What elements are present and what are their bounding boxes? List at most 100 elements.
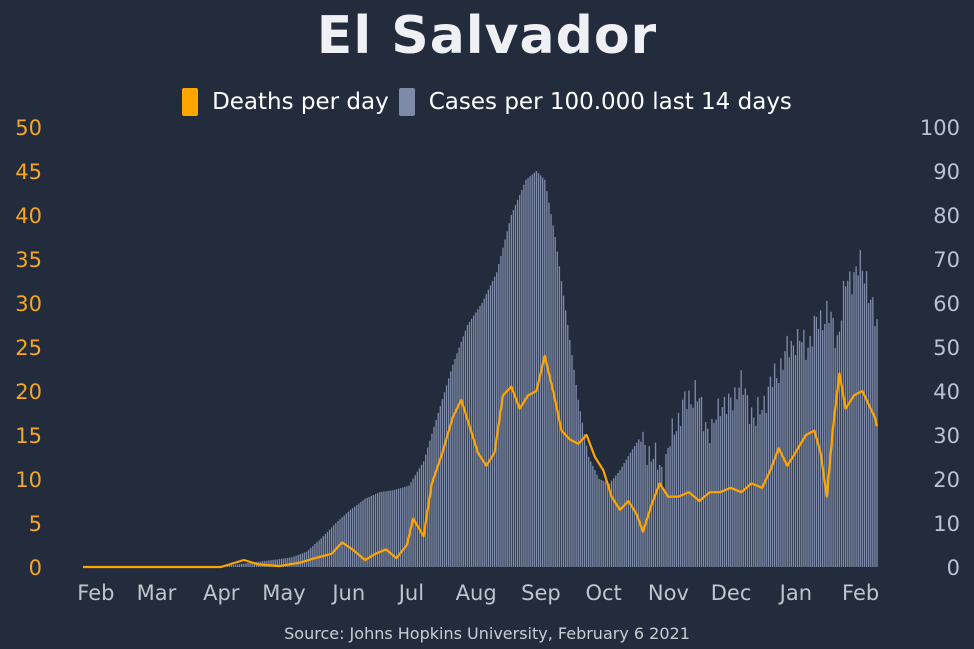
right-axis-tick-label: 50 xyxy=(933,336,960,360)
case-bar xyxy=(682,399,684,567)
case-bar xyxy=(799,340,801,567)
case-bar xyxy=(502,247,504,567)
case-bar xyxy=(608,483,611,567)
case-bar xyxy=(696,401,698,567)
case-bar xyxy=(834,347,836,567)
case-bar xyxy=(707,428,709,567)
case-bar xyxy=(397,488,400,567)
right-axis-tick-label: 60 xyxy=(933,292,960,316)
case-bar xyxy=(648,446,650,567)
case-bar xyxy=(621,466,623,567)
case-bar xyxy=(585,445,588,567)
legend-label-deaths: Deaths per day xyxy=(212,89,389,115)
legend-swatch-deaths xyxy=(182,88,199,116)
case-bar xyxy=(782,369,784,567)
case-bar xyxy=(337,521,339,567)
case-bar xyxy=(491,281,494,567)
case-bar xyxy=(684,391,686,567)
case-bar xyxy=(738,387,740,567)
x-axis: Feb Mar Apr May Jun Jul Aug Sep Oct Nov Dec Jan Feb xyxy=(77,581,879,605)
case-bar xyxy=(243,563,245,567)
case-bar xyxy=(285,558,287,567)
case-bar xyxy=(270,560,272,567)
left-axis-tick-label: 25 xyxy=(15,336,42,360)
legend-item-cases: Cases per 100.000 last 14 days xyxy=(398,88,792,116)
case-bar xyxy=(307,549,310,567)
left-axis-tick-label: 10 xyxy=(15,468,42,492)
case-bar xyxy=(335,523,337,567)
case-bar xyxy=(326,531,329,567)
x-axis-tick-label: May xyxy=(262,581,305,605)
case-bar xyxy=(650,461,653,567)
case-bar xyxy=(744,388,747,567)
case-bar xyxy=(249,562,251,567)
case-bar xyxy=(393,490,395,567)
case-bar xyxy=(748,424,751,567)
case-bar xyxy=(759,414,761,567)
case-bar xyxy=(838,331,841,567)
case-bar xyxy=(755,425,757,567)
case-bar xyxy=(333,525,335,567)
case-bar xyxy=(721,407,724,567)
case-bar xyxy=(652,458,655,567)
case-bar xyxy=(542,177,544,567)
case-bar xyxy=(867,303,870,567)
case-bar xyxy=(740,370,742,567)
case-bar xyxy=(577,399,579,567)
left-axis: 0 5 10 15 20 25 30 35 40 45 50 xyxy=(15,116,42,580)
case-bar xyxy=(389,490,391,567)
right-axis-tick-label: 40 xyxy=(933,380,960,404)
right-axis-tick-label: 90 xyxy=(933,160,960,184)
x-axis-tick-label: Dec xyxy=(711,581,752,605)
case-bar xyxy=(447,378,450,567)
case-bar xyxy=(276,559,278,567)
case-bar xyxy=(239,564,241,567)
case-bar xyxy=(368,496,370,567)
x-axis-tick-label: Mar xyxy=(137,581,177,605)
case-bar xyxy=(230,565,233,567)
left-axis-tick-label: 20 xyxy=(15,380,42,404)
case-bar xyxy=(387,490,389,567)
case-bar xyxy=(734,387,736,567)
case-bar xyxy=(786,335,788,567)
case-bar xyxy=(671,418,673,567)
case-bar xyxy=(241,563,243,567)
case-bar xyxy=(790,340,792,567)
case-bar xyxy=(573,369,575,567)
case-bar xyxy=(727,393,730,567)
case-bar xyxy=(305,551,308,567)
x-axis-tick-label: Sep xyxy=(521,581,561,605)
case-bar xyxy=(757,397,759,567)
case-bar xyxy=(615,475,617,567)
case-bar xyxy=(569,339,571,567)
case-bar xyxy=(462,336,464,567)
case-bar xyxy=(253,562,256,567)
case-bar xyxy=(861,270,864,567)
case-bar xyxy=(807,347,809,567)
case-bar xyxy=(836,335,838,567)
case-bar xyxy=(514,204,517,567)
case-bar xyxy=(809,335,811,567)
case-bar xyxy=(876,319,878,567)
case-bar xyxy=(439,406,441,567)
left-axis-tick-label: 15 xyxy=(15,424,42,448)
case-bar xyxy=(606,482,609,567)
case-bar xyxy=(617,472,619,567)
legend-item-deaths: Deaths per day xyxy=(182,88,389,116)
case-bar xyxy=(470,318,473,567)
case-bar xyxy=(742,394,744,567)
case-bar xyxy=(709,443,711,567)
case-bar xyxy=(592,465,594,567)
case-bar xyxy=(575,384,577,567)
case-bar xyxy=(863,283,866,567)
case-bar xyxy=(516,199,519,567)
case-bar xyxy=(278,559,281,567)
case-bar xyxy=(379,492,381,567)
case-bar xyxy=(596,474,598,567)
case-bar xyxy=(853,272,855,567)
case-bar xyxy=(794,355,797,567)
case-bar xyxy=(702,431,705,567)
case-bar xyxy=(483,298,485,567)
case-bar xyxy=(533,172,535,567)
case-bar xyxy=(842,280,845,567)
